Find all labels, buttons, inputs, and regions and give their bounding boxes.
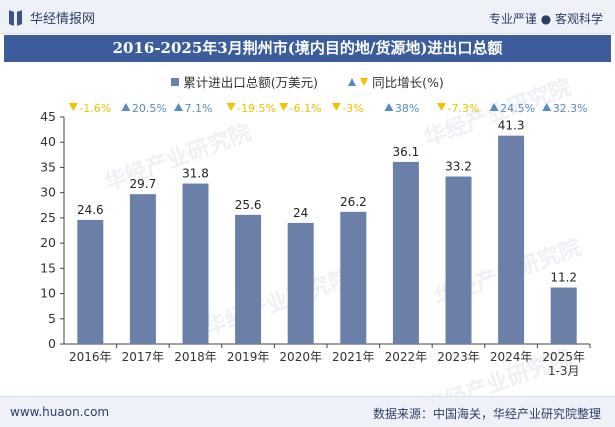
chart-title: 2016-2025年3月荆州市(境内目的地/货源地)进出口总额 <box>4 35 611 62</box>
data-label: 36.1 <box>393 145 420 159</box>
bar <box>129 194 156 344</box>
y-tick-label: 20 <box>40 235 56 250</box>
bar <box>182 183 209 344</box>
footer-bar: www.huaon.com 数据来源：中国海关，华经产业研究院整理 <box>0 396 615 427</box>
x-tick-label: 1-3月 <box>548 364 580 378</box>
growth-label: 7.1% <box>185 102 213 115</box>
y-tick-label: 40 <box>40 134 56 149</box>
legend-growth-label: 同比增长(%) <box>372 75 444 90</box>
down-triangle-icon <box>331 103 341 111</box>
x-tick-label: 2019年 <box>227 350 270 364</box>
tagline: 专业严谨 ● 客观科学 <box>488 12 603 26</box>
growth-label: 32.3% <box>553 102 588 115</box>
bar <box>235 214 262 344</box>
data-label: 25.6 <box>235 198 262 212</box>
y-tick-label: 30 <box>40 185 56 200</box>
up-triangle-icon <box>542 103 552 111</box>
down-triangle-icon <box>68 103 78 111</box>
bar <box>498 135 525 344</box>
legend-item-bars: 累计进出口总额(万美元) <box>171 72 318 91</box>
y-tick-label: 10 <box>40 286 56 301</box>
legend: 累计进出口总额(万美元) 同比增长(%) <box>0 72 615 91</box>
x-tick-label: 2025年 <box>542 350 585 364</box>
bar-chart: 0 5 10 15 20 25 30 35 40 45 24.6 2016年 -1.6% 29.7 2017… <box>40 102 591 378</box>
data-label: 24.6 <box>77 203 104 217</box>
header-bar: 华经情报网 专业严谨 ● 客观科学 <box>0 0 615 34</box>
bar <box>550 287 577 344</box>
bar <box>77 219 104 344</box>
down-triangle-icon <box>279 103 289 111</box>
x-tick-label: 2016年 <box>69 350 112 364</box>
x-tick-label: 2022年 <box>385 350 428 364</box>
data-source: 数据来源：中国海关，华经产业研究院整理 <box>372 407 601 421</box>
growth-label: -7.3% <box>448 102 480 115</box>
data-label: 24 <box>293 206 308 220</box>
y-tick-label: 25 <box>40 210 56 225</box>
y-tick-label: 0 <box>48 336 56 351</box>
website-link[interactable]: www.huaon.com <box>10 405 110 419</box>
growth-label: -3% <box>342 102 363 115</box>
data-label: 26.2 <box>340 195 367 209</box>
x-tick-label: 2021年 <box>332 350 375 364</box>
y-tick-label: 5 <box>48 311 56 326</box>
bar <box>445 176 472 344</box>
brand: 华经情报网 <box>8 8 95 27</box>
growth-label: 24.5% <box>500 102 535 115</box>
data-label: 29.7 <box>130 177 157 191</box>
growth-label: 20.5% <box>132 102 167 115</box>
y-tick-label: 45 <box>40 109 56 124</box>
growth-label: -1.6% <box>79 102 111 115</box>
up-triangle-icon <box>384 103 394 111</box>
up-triangle-icon <box>174 103 183 111</box>
data-label: 41.3 <box>498 119 525 133</box>
y-tick-label: 35 <box>40 159 56 174</box>
legend-item-growth: 同比增长(%) <box>348 72 444 91</box>
down-triangle-icon <box>437 103 446 111</box>
bar <box>287 222 314 344</box>
data-label: 31.8 <box>182 167 209 181</box>
brand-name: 华经情报网 <box>30 12 96 27</box>
x-tick-label: 2020年 <box>279 350 322 364</box>
bar-swatch <box>171 77 180 86</box>
y-tick-label: 15 <box>40 260 56 275</box>
up-triangle-icon <box>348 77 357 86</box>
bar <box>340 211 367 344</box>
down-triangle-icon <box>226 103 236 111</box>
growth-label: -6.1% <box>290 102 322 115</box>
down-triangle-icon <box>360 77 369 86</box>
x-tick-label: 2023年 <box>437 350 480 364</box>
up-triangle-icon <box>121 103 131 111</box>
bar <box>392 161 419 344</box>
growth-label: 38% <box>395 102 419 115</box>
up-triangle-icon <box>489 103 499 111</box>
data-label: 33.2 <box>445 160 472 174</box>
data-label: 11.2 <box>550 271 577 285</box>
x-tick-label: 2024年 <box>490 350 533 364</box>
growth-label: -19.5% <box>237 102 276 115</box>
x-tick-label: 2018年 <box>174 350 217 364</box>
legend-bar-label: 累计进出口总额(万美元) <box>183 75 319 90</box>
x-tick-label: 2017年 <box>122 350 165 364</box>
